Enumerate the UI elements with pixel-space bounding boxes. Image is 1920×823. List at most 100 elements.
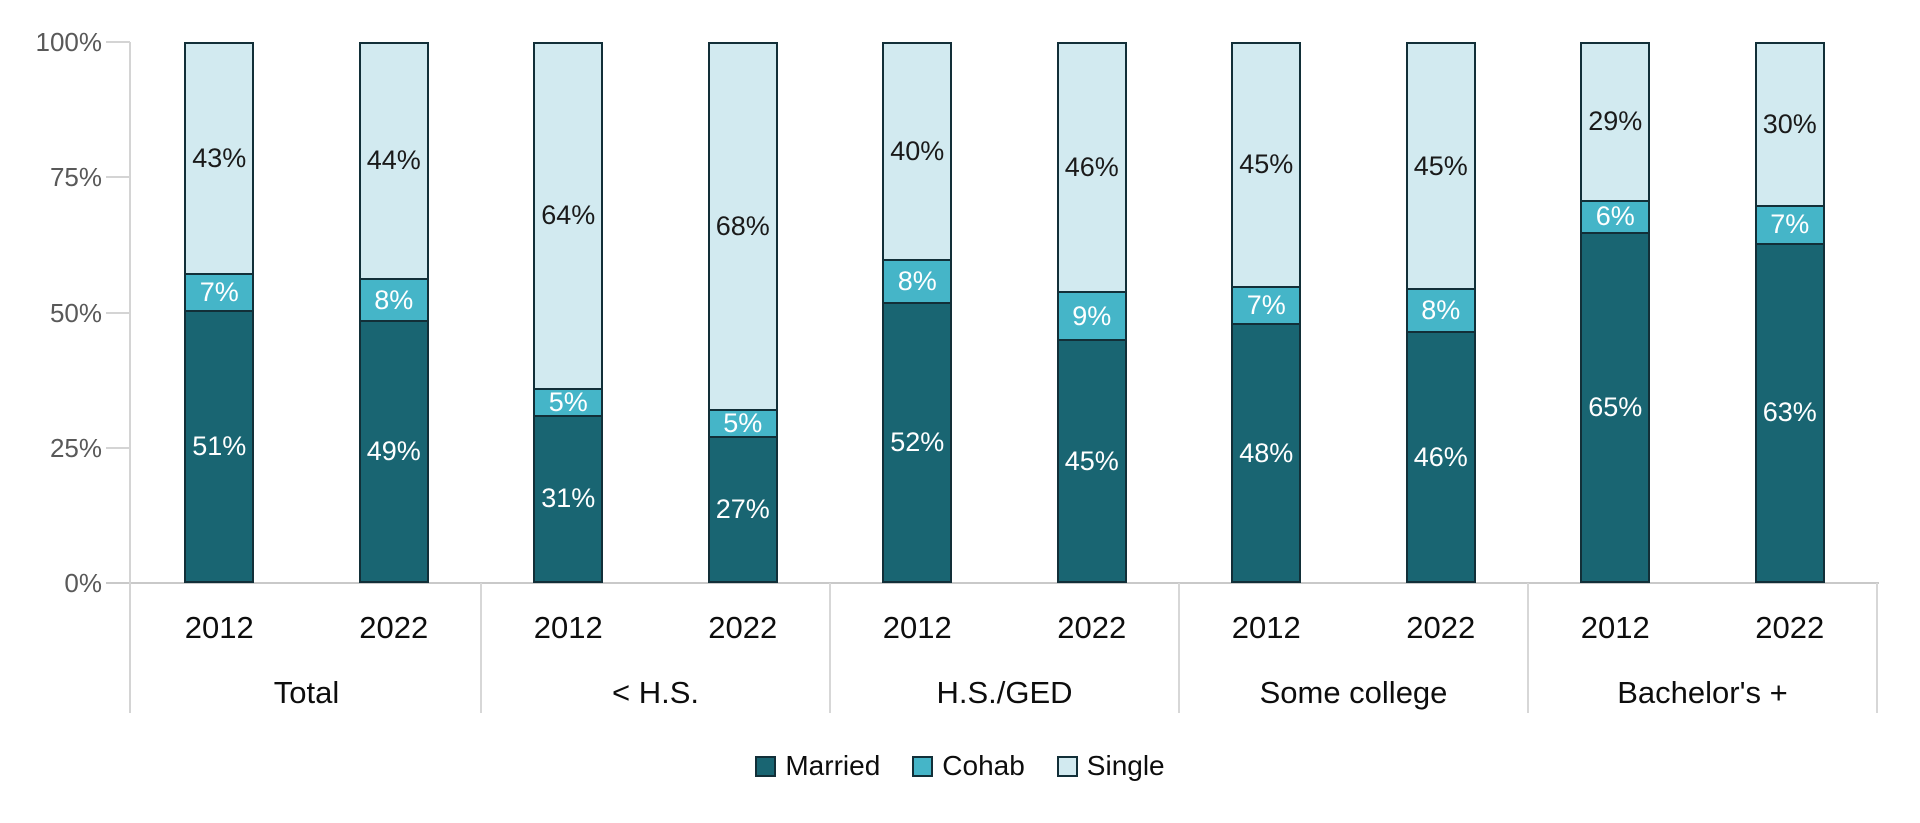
data-label: 40%	[890, 135, 945, 166]
bar-hs-2012: 64% 5% 31%	[533, 42, 604, 583]
data-label: 51%	[192, 430, 247, 461]
segment-cohab: 6%	[1582, 199, 1649, 232]
data-label: 44%	[366, 145, 421, 176]
legend-swatch-single	[1056, 755, 1078, 777]
data-label: 8%	[1421, 295, 1461, 326]
category-divider	[480, 583, 482, 713]
year-label: 2012	[1231, 610, 1301, 645]
data-label: 31%	[541, 483, 596, 514]
data-label: 5%	[723, 408, 763, 439]
segment-single: 68%	[709, 44, 776, 410]
data-label: 46%	[1413, 441, 1468, 472]
x-axis-line	[106, 582, 1879, 584]
legend-item-cohab: Cohab	[912, 752, 1025, 780]
data-label: 9%	[1072, 300, 1112, 331]
year-label: 2022	[708, 610, 778, 645]
category-divider	[1178, 583, 1180, 713]
segment-single: 43%	[186, 44, 253, 273]
segment-single: 45%	[1407, 44, 1474, 289]
chart-legend: Married Cohab Single	[0, 752, 1920, 780]
data-label: 8%	[374, 284, 414, 315]
category-divider	[829, 583, 831, 713]
year-label: 2022	[1755, 610, 1825, 645]
segment-married: 51%	[186, 309, 253, 581]
legend-swatch-married	[755, 755, 777, 777]
year-label: 2012	[1580, 610, 1650, 645]
segment-cohab: 9%	[1058, 291, 1125, 340]
y-axis-line	[129, 42, 131, 713]
segment-cohab: 5%	[535, 386, 602, 417]
data-label: 43%	[192, 142, 247, 173]
year-label: 2012	[184, 610, 254, 645]
data-label: 49%	[366, 436, 421, 467]
legend-item-single: Single	[1056, 750, 1165, 781]
bar-somecollege-2022: 45% 8% 46%	[1405, 42, 1476, 583]
data-label: 7%	[1246, 289, 1286, 320]
year-label: 2022	[1406, 610, 1476, 645]
category-label: < H.S.	[611, 675, 699, 710]
legend-label: Married	[785, 750, 881, 781]
legend-item-married: Married	[755, 752, 880, 780]
segment-cohab: 8%	[1407, 288, 1474, 332]
segment-married: 65%	[1582, 231, 1649, 581]
data-label: 46%	[1064, 152, 1119, 182]
data-label: 6%	[1595, 201, 1635, 232]
segment-cohab: 7%	[1233, 285, 1300, 324]
category-divider	[1876, 583, 1878, 713]
category-label: Bachelor's +	[1617, 675, 1788, 710]
data-label: 65%	[1588, 391, 1643, 422]
segment-single: 29%	[1582, 44, 1649, 200]
y-tick-label: 25%	[49, 432, 102, 463]
legend-label: Cohab	[942, 750, 1025, 781]
data-label: 63%	[1762, 397, 1817, 428]
segment-married: 31%	[535, 414, 602, 581]
year-label: 2022	[359, 610, 429, 645]
bar-hsged-2012: 40% 8% 52%	[882, 42, 953, 583]
bar-hs-2022: 68% 5% 27%	[707, 42, 778, 583]
data-label: 7%	[1770, 209, 1810, 240]
segment-married: 48%	[1233, 323, 1300, 581]
y-tick-label: 50%	[49, 297, 102, 328]
y-tick-label: 75%	[49, 162, 102, 193]
y-tick-label: 0%	[64, 568, 102, 598]
data-label: 8%	[897, 265, 937, 296]
segment-single: 64%	[535, 44, 602, 388]
segment-married: 49%	[360, 320, 427, 581]
data-label: 64%	[541, 200, 596, 231]
y-tick-mark	[106, 41, 130, 43]
data-label: 29%	[1588, 106, 1643, 137]
segment-married: 46%	[1407, 331, 1474, 581]
segment-cohab: 7%	[186, 272, 253, 310]
data-label: 45%	[1413, 150, 1468, 181]
segment-single: 46%	[1058, 44, 1125, 292]
bar-bachelors-2022: 30% 7% 63%	[1754, 42, 1825, 583]
category-label: H.S./GED	[936, 675, 1073, 710]
data-label: 7%	[199, 276, 239, 307]
segment-single: 40%	[884, 44, 951, 259]
data-label: 45%	[1064, 445, 1119, 476]
data-label: 52%	[890, 426, 945, 457]
year-label: 2022	[1057, 610, 1127, 645]
year-label: 2012	[882, 610, 952, 645]
legend-label: Single	[1086, 750, 1165, 781]
data-label: 48%	[1239, 437, 1294, 468]
segment-cohab: 8%	[884, 258, 951, 302]
category-label: Total	[273, 675, 340, 710]
segment-single: 45%	[1233, 44, 1300, 286]
segment-married: 45%	[1058, 339, 1125, 581]
segment-single: 30%	[1756, 44, 1823, 206]
data-label: 68%	[715, 211, 770, 242]
bar-total-2022: 44% 8% 49%	[358, 42, 429, 583]
data-label: 30%	[1762, 109, 1817, 140]
category-label: Some college	[1259, 675, 1448, 710]
segment-married: 52%	[884, 301, 951, 581]
segment-cohab: 7%	[1756, 205, 1823, 243]
bar-total-2012: 43% 7% 51%	[184, 42, 255, 583]
segment-married: 27%	[709, 436, 776, 581]
segment-married: 63%	[1756, 242, 1823, 581]
data-label: 45%	[1239, 149, 1294, 180]
legend-swatch-cohab	[912, 755, 934, 777]
data-label: 5%	[548, 386, 588, 417]
category-divider	[1527, 583, 1529, 713]
